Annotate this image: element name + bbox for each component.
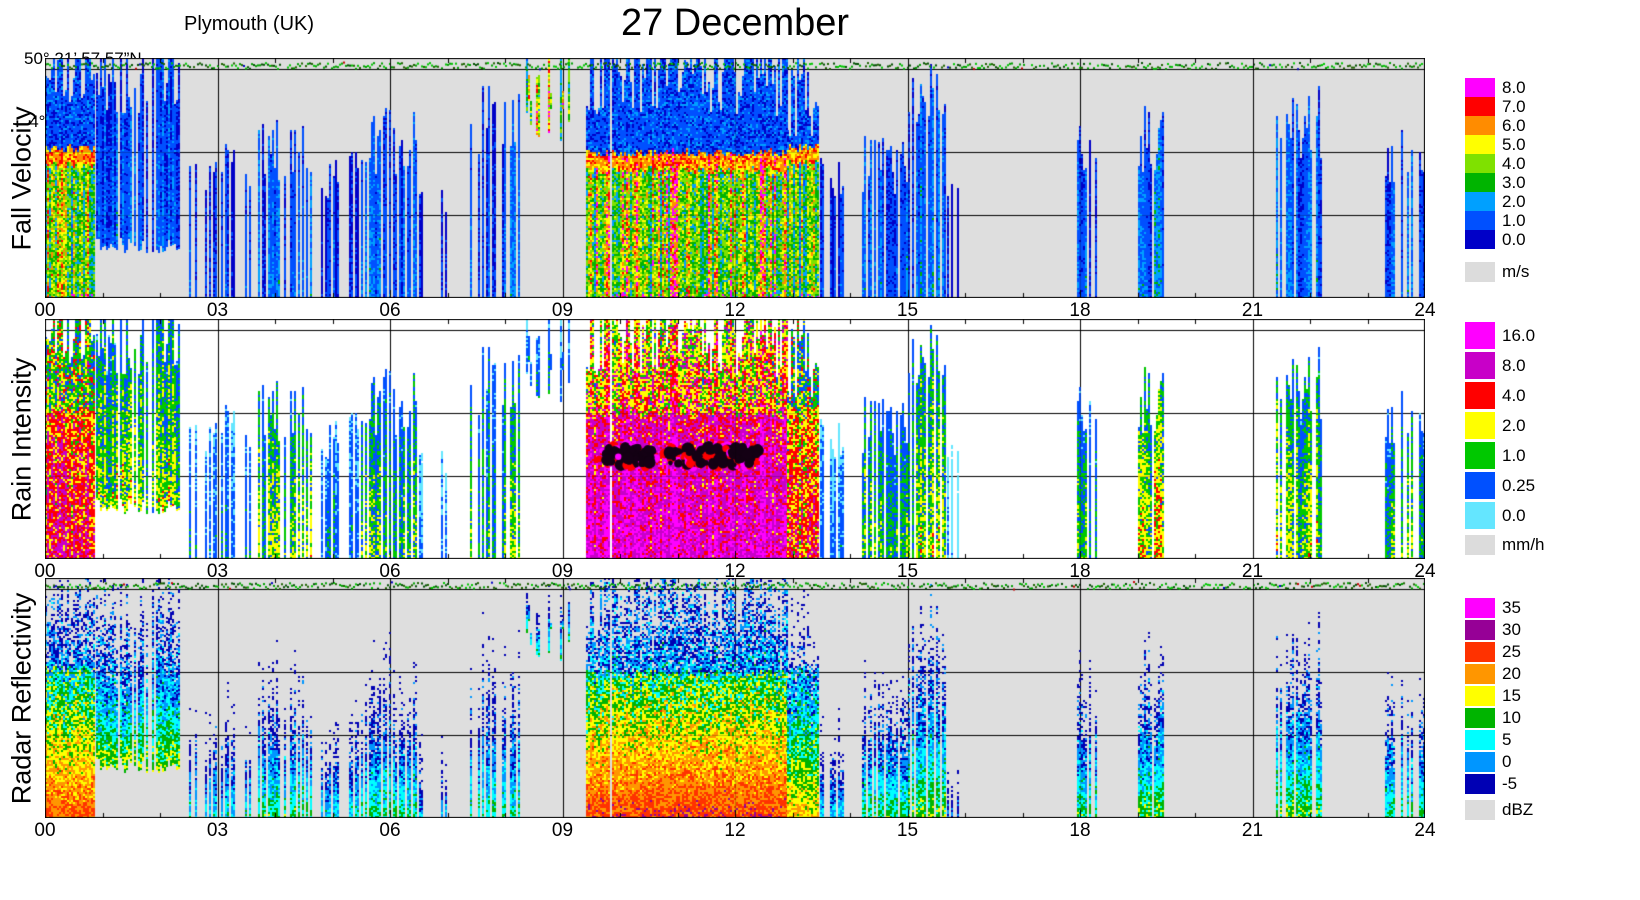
colorbar-value-label: 10 xyxy=(1502,708,1521,727)
radar-reflectivity-heatmap xyxy=(45,578,1425,818)
colorbar-value-label: 30 xyxy=(1502,620,1521,639)
time-tick-label: 18 xyxy=(1069,561,1091,582)
rain-intensity-axis-label: Rain Intensity xyxy=(0,319,44,559)
time-tick-label: 12 xyxy=(724,561,746,582)
time-tick-label: 21 xyxy=(1241,820,1264,841)
time-tick-label: 15 xyxy=(896,820,919,841)
colorbar-swatch-fall-velocity xyxy=(1465,78,1495,97)
time-tick-label: 00 xyxy=(34,300,56,321)
colorbar-value-label: 4.0 xyxy=(1502,385,1526,405)
time-tick-label: 09 xyxy=(551,561,574,582)
colorbar-swatch-radar-reflectivity xyxy=(1465,642,1495,662)
colorbar-swatch-radar-reflectivity xyxy=(1465,730,1495,750)
colorbar-swatch-radar-reflectivity xyxy=(1465,686,1495,706)
time-tick-label: 21 xyxy=(1241,300,1264,321)
colorbar-swatch-fall-velocity xyxy=(1465,116,1495,135)
colorbar-swatch-radar-reflectivity xyxy=(1465,664,1495,684)
colorbar-swatch-radar-reflectivity xyxy=(1465,752,1495,772)
time-tick-label: 18 xyxy=(1069,820,1091,841)
colorbar-value-label: 4.0 xyxy=(1502,153,1526,173)
time-tick-label: 24 xyxy=(1414,561,1436,582)
colorbar-unit-label: mm/h xyxy=(1502,535,1545,554)
time-tick-label: 09 xyxy=(551,820,574,841)
colorbar-unit-swatch-rain-intensity xyxy=(1465,535,1495,555)
colorbar-value-label: 0.0 xyxy=(1502,229,1526,249)
colorbar-swatch-fall-velocity xyxy=(1465,211,1495,230)
page-title: 27 December xyxy=(620,2,850,44)
radar-reflectivity-axis-label-text: Radar Reflectivity xyxy=(6,592,37,804)
colorbar-value-label: 35 xyxy=(1502,598,1521,617)
fall-velocity-heatmap xyxy=(45,58,1425,298)
time-tick-label: 06 xyxy=(379,820,401,841)
time-tick-label: 03 xyxy=(206,300,229,321)
time-tick-label: 15 xyxy=(896,300,919,321)
colorbar-value-label: 8.0 xyxy=(1502,355,1526,375)
colorbar-swatch-rain-intensity xyxy=(1465,502,1495,529)
colorbar-swatch-radar-reflectivity xyxy=(1465,620,1495,640)
time-tick-label: 24 xyxy=(1414,300,1436,321)
colorbar-swatch-fall-velocity xyxy=(1465,192,1495,211)
time-tick-label: 12 xyxy=(724,300,746,321)
fall-velocity-axis-label: Fall Velocity xyxy=(0,58,44,298)
colorbar-value-label: 0.0 xyxy=(1502,505,1526,525)
colorbar-swatch-rain-intensity xyxy=(1465,442,1495,469)
colorbar-value-label: 5 xyxy=(1502,730,1512,749)
colorbar-unit-label: dBZ xyxy=(1502,800,1534,819)
colorbar-value-label: 2.0 xyxy=(1502,415,1526,435)
time-axis-fall-velocity: 00 03 06 09 12 15 18 21 24 xyxy=(34,300,1435,321)
colorbar-swatch-radar-reflectivity xyxy=(1465,708,1495,728)
colorbar-unit-swatch-fall-velocity xyxy=(1465,262,1495,282)
time-axis-rain-intensity: 00 03 06 09 12 15 18 21 24 xyxy=(34,561,1435,582)
colorbar-swatch-fall-velocity xyxy=(1465,173,1495,192)
time-axis-radar-reflectivity: 00 03 06 09 12 15 18 21 24 xyxy=(34,820,1435,841)
colorbar-swatch-rain-intensity xyxy=(1465,382,1495,409)
colorbar-swatch-fall-velocity xyxy=(1465,154,1495,173)
station-name: Plymouth (UK) xyxy=(184,13,315,35)
colorbar-value-label: -5 xyxy=(1502,774,1518,793)
colorbar-value-label: 3.0 xyxy=(1502,172,1526,192)
colorbar-unit-swatch-radar-reflectivity xyxy=(1465,800,1495,820)
colorbar-value-label: 0.25 xyxy=(1502,475,1536,495)
colorbar-swatch-fall-velocity xyxy=(1465,135,1495,154)
time-tick-label: 00 xyxy=(34,820,56,841)
colorbar-swatch-rain-intensity xyxy=(1465,322,1495,349)
colorbar-value-label: 16.0 xyxy=(1502,325,1536,345)
colorbar-swatch-fall-velocity xyxy=(1465,230,1495,249)
time-tick-label: 09 xyxy=(551,300,574,321)
time-tick-label: 00 xyxy=(34,561,56,582)
colorbar-swatch-rain-intensity xyxy=(1465,472,1495,499)
colorbar-swatch-radar-reflectivity xyxy=(1465,598,1495,618)
fall-velocity-axis-label-text: Fall Velocity xyxy=(6,105,37,251)
time-tick-label: 06 xyxy=(379,561,401,582)
time-tick-label: 03 xyxy=(206,820,229,841)
colorbar-unit-label: m/s xyxy=(1502,262,1530,281)
time-tick-label: 03 xyxy=(206,561,229,582)
time-tick-label: 18 xyxy=(1069,300,1091,321)
time-tick-label: 21 xyxy=(1241,561,1264,582)
colorbar-value-label: 7.0 xyxy=(1502,96,1526,116)
time-tick-label: 15 xyxy=(896,561,919,582)
colorbar-value-label: 0 xyxy=(1502,752,1512,771)
rain-intensity-heatmap xyxy=(45,319,1425,559)
colorbar-value-label: 1.0 xyxy=(1502,445,1526,465)
colorbar-swatch-radar-reflectivity xyxy=(1465,774,1495,794)
colorbar-value-label: 15 xyxy=(1502,686,1521,705)
colorbar-swatch-rain-intensity xyxy=(1465,412,1495,439)
colorbar-value-label: 25 xyxy=(1502,642,1521,661)
rain-intensity-axis-label-text: Rain Intensity xyxy=(6,357,37,521)
colorbar-value-label: 8.0 xyxy=(1502,77,1526,97)
time-tick-label: 12 xyxy=(724,820,746,841)
colorbar-value-label: 1.0 xyxy=(1502,210,1526,230)
colorbar-value-label: 6.0 xyxy=(1502,115,1526,135)
colorbar-value-label: 5.0 xyxy=(1502,134,1526,154)
colorbar-value-label: 2.0 xyxy=(1502,191,1526,211)
colorbar-value-label: 20 xyxy=(1502,664,1521,683)
radar-reflectivity-axis-label: Radar Reflectivity xyxy=(0,578,44,818)
time-tick-label: 24 xyxy=(1414,820,1436,841)
time-tick-label: 06 xyxy=(379,300,401,321)
colorbar-swatch-fall-velocity xyxy=(1465,97,1495,116)
colorbar-swatch-rain-intensity xyxy=(1465,352,1495,379)
